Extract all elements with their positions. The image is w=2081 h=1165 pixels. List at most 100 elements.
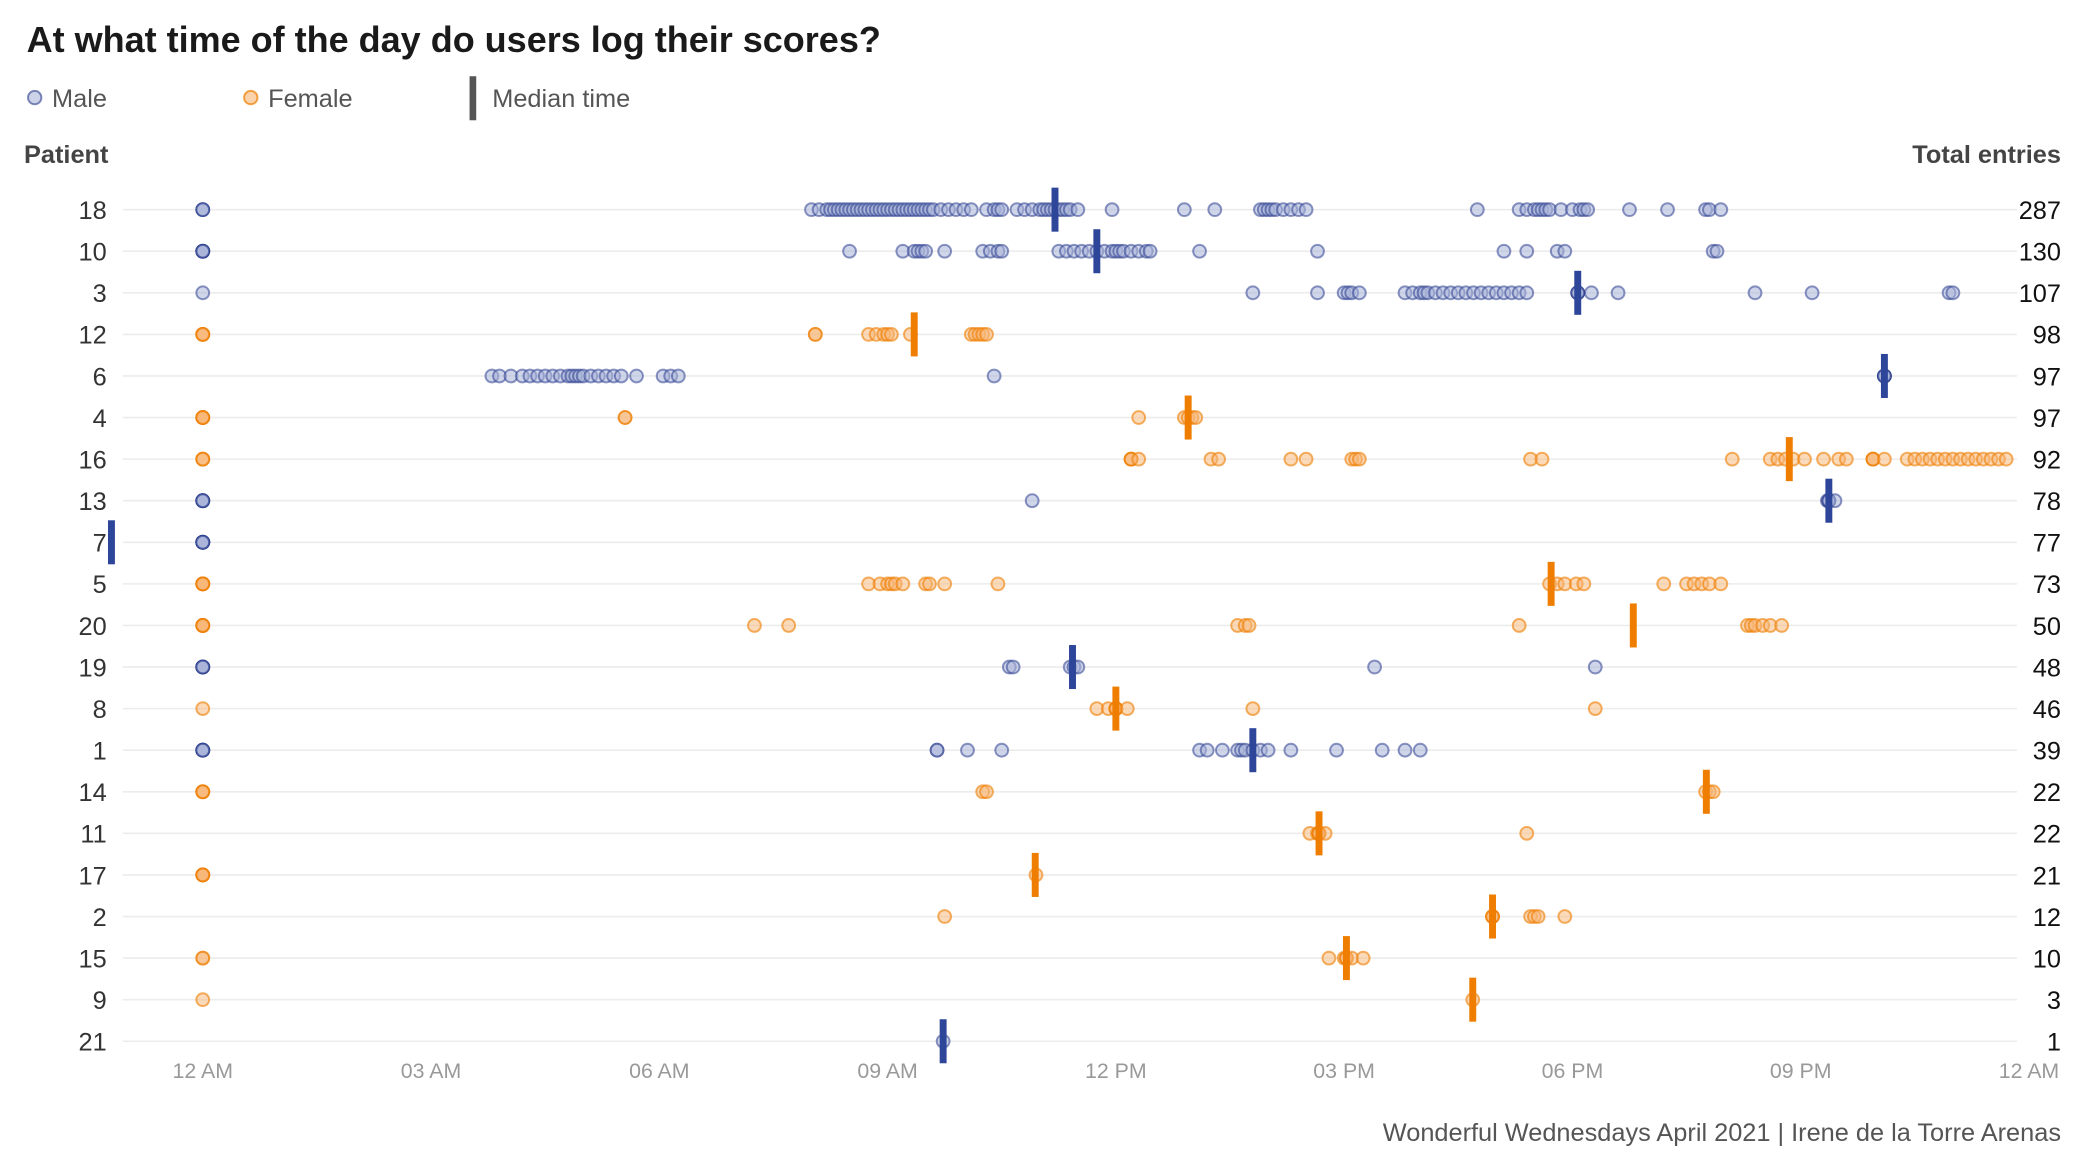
female-entry-point [1351, 451, 1367, 467]
female-entry-point [747, 618, 762, 633]
male-entry-point [1005, 659, 1021, 675]
total-entries-value: 12 [2033, 904, 2061, 932]
female-entry-point [1245, 701, 1261, 717]
patient-label: 11 [80, 821, 106, 849]
median-bar [1785, 437, 1793, 482]
male-entry-point [1713, 202, 1729, 218]
total-entries-value: 48 [2033, 654, 2061, 682]
median-bar [1825, 478, 1833, 523]
x-axis-ticks: 12 AM 03 AM 06 AM 09 AM 12 PM 03 PM 06 PM 09 PM… [173, 1059, 2060, 1083]
female-entry-point [195, 451, 211, 467]
male-entry-point [1310, 285, 1325, 301]
male-entry-point [1176, 202, 1192, 218]
female-entry-point [1557, 909, 1573, 924]
chart-title: At what time of the day do users log the… [27, 19, 881, 60]
median-bar [1184, 395, 1192, 440]
male-entry-point [1260, 742, 1276, 758]
male-entry-point [1192, 243, 1207, 259]
female-entry-point [1587, 701, 1603, 717]
x-tick-label: 06 AM [629, 1059, 689, 1083]
median-bar [1031, 852, 1039, 897]
total-entries-value: 107 [2019, 280, 2061, 308]
patient-label: 1 [93, 738, 107, 766]
median-bar [1051, 187, 1059, 232]
female-entry-point [1211, 451, 1226, 467]
total-entries-value: 21 [2033, 862, 2061, 890]
male-entry-point [1496, 243, 1512, 259]
female-entry-point [1534, 451, 1550, 467]
patient-label: 19 [79, 654, 107, 682]
total-entries-value: 22 [2033, 821, 2061, 849]
patient-label: 5 [93, 571, 107, 599]
male-entry-point [937, 243, 953, 259]
female-entry-point [1998, 451, 2014, 467]
male-entry-point [960, 742, 975, 758]
female-entry-point [195, 410, 211, 425]
median-bar [1629, 603, 1637, 648]
female-entry-point [895, 576, 911, 592]
legend-female-marker [243, 89, 259, 106]
median-bar [910, 312, 918, 357]
female-entry-point [1298, 451, 1314, 467]
median-bars [107, 187, 1888, 1064]
patient-axis-header: Patient [24, 141, 109, 169]
legend-female-label: Female [268, 85, 352, 113]
x-tick-label: 09 AM [857, 1059, 917, 1083]
total-entries-value: 78 [2033, 488, 2061, 516]
male-entry-point [1747, 285, 1763, 301]
female-entry-point [1321, 950, 1337, 966]
female-entry-point [937, 909, 953, 924]
patient-label: 4 [93, 405, 107, 433]
female-entry-point [195, 992, 211, 1008]
male-entry-point [1104, 202, 1120, 218]
total-entries-value: 22 [2033, 779, 2061, 807]
male-entry-point [1709, 243, 1725, 259]
gridlines [122, 208, 2017, 1043]
male-entry-point [670, 368, 686, 384]
x-tick-label: 03 PM [1313, 1059, 1375, 1083]
female-entry-point [1283, 451, 1299, 467]
male-entry-point [1945, 285, 1961, 301]
male-entry-point [994, 243, 1010, 259]
patient-label: 20 [79, 613, 107, 641]
female-entry-point [1838, 451, 1854, 467]
male-entry-point [1214, 742, 1230, 758]
median-bar [939, 1019, 947, 1064]
male-entry-point [1519, 285, 1535, 301]
total-entries-value: 92 [2033, 446, 2061, 474]
female-entry-point [195, 950, 211, 966]
median-bar [1112, 686, 1120, 731]
median-bar [1315, 811, 1323, 856]
female-entry-point [979, 326, 994, 342]
patient-labels: 18 10 3 12 6 4 16 13 7 5 20 19 8 1 14 11 17 2 15 9 21 [79, 197, 107, 1057]
legend-male-marker [27, 89, 43, 106]
female-entry-point [1816, 451, 1831, 467]
legend-median-marker [469, 76, 477, 121]
male-entry-point [1199, 742, 1215, 758]
male-entry-point [1804, 285, 1820, 301]
total-entries-value: 50 [2033, 613, 2061, 641]
female-entry-point [1131, 410, 1147, 425]
median-bar [1880, 353, 1888, 398]
male-entry-point [1397, 742, 1413, 758]
male-entry-point [1660, 202, 1675, 218]
male-entry-point [195, 534, 211, 550]
female-entry-point [195, 701, 211, 717]
median-bar [1093, 229, 1101, 274]
male-entry-point [1469, 202, 1485, 218]
male-entry-point [1622, 202, 1637, 218]
male-entry-point [195, 243, 211, 259]
patient-label: 8 [93, 696, 107, 724]
male-entry-point [994, 742, 1010, 758]
female-entry-point [781, 618, 797, 633]
female-entry-point [937, 576, 953, 592]
male-entry-point [613, 368, 629, 384]
total-entries-value: 130 [2019, 239, 2061, 267]
male-entry-point [195, 285, 211, 301]
male-entry-point [1519, 243, 1535, 259]
total-entries-value: 287 [2019, 197, 2061, 225]
male-entry-point [1557, 243, 1573, 259]
female-entry-point [883, 326, 899, 342]
male-entry-point [918, 243, 934, 259]
